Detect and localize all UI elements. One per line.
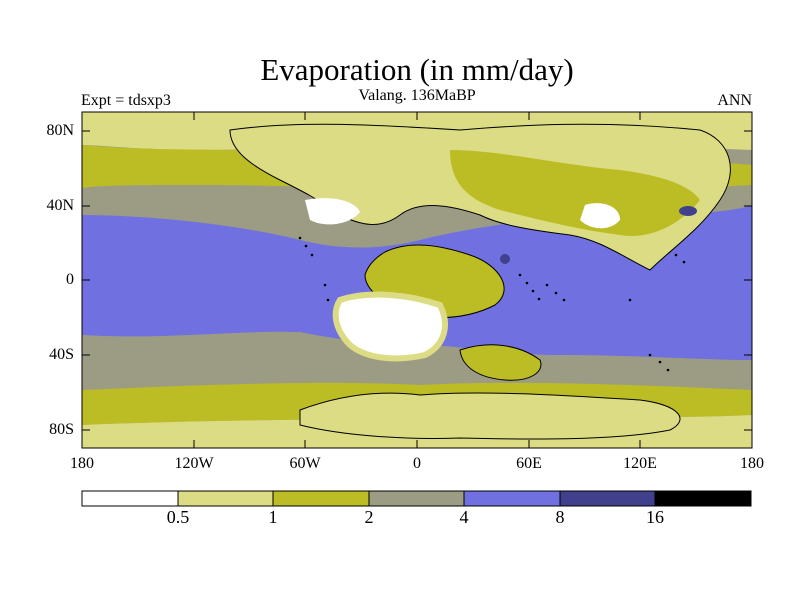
ytick-40s: 40S <box>49 346 74 363</box>
arid-east-asia <box>580 203 620 229</box>
northern-continent-core <box>450 150 700 236</box>
colorbar-label-4: 4 <box>459 507 469 527</box>
antarctic-continent <box>299 392 681 440</box>
colorbar-box-1 <box>81 490 179 507</box>
colorbar-label-2: 2 <box>364 507 374 527</box>
map-title: Evaporation (in mm/day) <box>260 52 574 87</box>
ytick-0: 0 <box>66 271 74 288</box>
map-subtitle: Valang. 136MaBP <box>358 87 476 104</box>
season-label: ANN <box>717 92 752 109</box>
xtick-60e: 60E <box>516 455 542 472</box>
colorbar-label-1: 1 <box>268 507 278 527</box>
colorbar-box-5 <box>463 490 561 507</box>
colorbar-box-7 <box>654 490 752 507</box>
high-evap-ocean-spot <box>500 254 510 264</box>
experiment-label: Expt = tdsxp3 <box>81 92 171 109</box>
axis-ticks <box>82 112 752 448</box>
island-chain-east <box>298 236 686 372</box>
arid-north-america <box>305 198 360 225</box>
ytick-80s: 80S <box>49 421 74 438</box>
high-evap-spot <box>679 206 697 216</box>
band-south-grey <box>82 332 300 353</box>
xtick-60w: 60W <box>289 455 321 472</box>
colorbar-label-8: 8 <box>555 507 565 527</box>
colorbar <box>81 490 752 507</box>
colorbar-box-3 <box>272 490 370 507</box>
ytick-80n: 80N <box>46 122 74 139</box>
xtick-120w: 120W <box>174 455 214 472</box>
xtick-120e: 120E <box>623 455 657 472</box>
colorbar-box-4 <box>368 490 465 507</box>
ytick-40n: 40N <box>46 197 74 214</box>
colorbar-label-16: 16 <box>646 507 664 527</box>
colorbar-box-2 <box>177 490 274 507</box>
colorbar-label-0.5: 0.5 <box>166 507 190 527</box>
colorbar-box-6 <box>559 490 656 507</box>
xtick-180e: 180 <box>740 455 764 472</box>
arid-south-continent <box>332 291 448 362</box>
southern-continent-ext <box>459 344 542 381</box>
xtick-0: 0 <box>413 455 421 472</box>
xtick-180w: 180 <box>70 455 94 472</box>
